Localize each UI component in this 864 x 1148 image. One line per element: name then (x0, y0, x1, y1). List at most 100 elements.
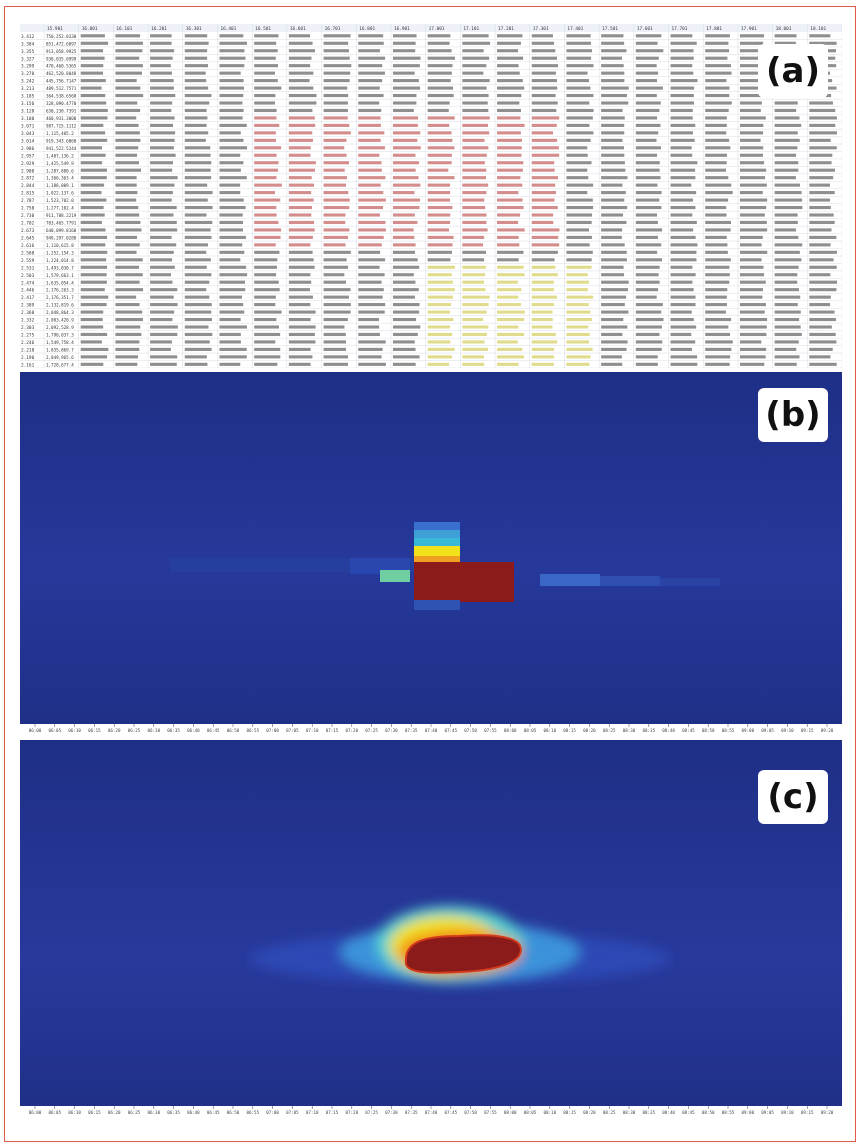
table-cell (705, 79, 727, 83)
table-cell (774, 325, 801, 329)
table-cell (774, 220, 798, 225)
table-cell (739, 273, 765, 277)
x-tick-label: 08:20 (583, 1110, 596, 1115)
table-cell (809, 138, 831, 142)
table-cell (323, 146, 345, 150)
table-cell (774, 146, 798, 150)
x-tick-label: 09:05 (761, 1110, 774, 1115)
table-cell (566, 288, 588, 292)
table-cell (462, 198, 485, 202)
table-cell (358, 161, 382, 165)
table-row-header: 2.503 (21, 273, 35, 279)
x-tick-label: 08:50 (702, 728, 715, 733)
table-cell (601, 250, 627, 254)
table-cell (288, 332, 315, 337)
table-cell (497, 71, 520, 75)
table-cell (774, 123, 802, 127)
table-cell (809, 41, 837, 45)
table-cell (705, 116, 727, 120)
table-cell (392, 108, 414, 113)
table-cell (392, 49, 416, 53)
table-column-header: 18.101 (810, 26, 826, 32)
table-cell (774, 101, 798, 105)
table-cell (566, 93, 594, 98)
table-cell (809, 205, 831, 210)
table-cell (323, 183, 347, 187)
table-cell (254, 131, 276, 135)
table-cell (288, 49, 315, 53)
table-cell (358, 153, 380, 157)
table-cell (566, 205, 594, 210)
table-column-header: 18.001 (776, 26, 792, 32)
table-cell (497, 250, 524, 254)
x-tick-label: 06:10 (68, 728, 81, 733)
heatmap-b: 06:00 06:05 06:10 06:15 06:20 06:25 06:30 06:35… (20, 372, 842, 736)
table-cell (497, 93, 522, 98)
table-cell (323, 198, 350, 202)
table-cell (115, 191, 138, 195)
table-cell (566, 56, 592, 60)
table-cell (531, 273, 558, 277)
table-cell (288, 355, 313, 359)
table-cell (80, 362, 104, 366)
table-cell (635, 258, 663, 262)
table-cell (115, 317, 143, 322)
table-cell (219, 34, 244, 38)
table-cell (219, 116, 243, 120)
table-cell (774, 317, 800, 322)
table-cell (80, 71, 104, 75)
table-cell (219, 332, 241, 337)
table-row-header: 2.588 (21, 250, 35, 256)
table-cell (670, 123, 696, 127)
table-cell (184, 220, 213, 225)
x-tick-label: 08:00 (504, 728, 517, 733)
table-cell (254, 183, 282, 187)
table-cell (150, 362, 177, 366)
table-cell (497, 86, 525, 90)
table-cell (115, 108, 141, 113)
table-cell (219, 228, 243, 232)
table-cell (427, 161, 452, 165)
table-cell (150, 131, 176, 135)
table-cell (323, 34, 351, 38)
table-cell (115, 265, 140, 269)
table-cell (670, 220, 697, 225)
table-cell (635, 273, 659, 277)
table-cell (323, 310, 351, 314)
table-cell (705, 303, 727, 307)
table-cell (497, 273, 525, 277)
table-cell (358, 355, 382, 359)
table-cell (323, 213, 346, 217)
table-cell (254, 250, 280, 254)
table-cell (323, 64, 352, 68)
table-column-header: 16.701 (325, 26, 341, 32)
table-cell (150, 49, 175, 53)
table-cell (115, 295, 137, 299)
table-cell (739, 250, 768, 254)
table-cell (566, 250, 593, 254)
table-cell (566, 146, 588, 150)
table-cell: 2,132,819.6 (46, 303, 74, 308)
table-cell (150, 288, 178, 292)
table-cell (392, 183, 421, 187)
table-cell (739, 146, 764, 150)
table-cell (150, 191, 173, 195)
table-cell (288, 93, 317, 98)
table-cell (462, 176, 486, 180)
table-cell (497, 243, 520, 247)
table-row-header: 2.218 (21, 347, 35, 353)
table-cell (427, 243, 453, 247)
table-cell (705, 161, 727, 165)
table-cell (80, 265, 108, 269)
x-tick-label: 06:25 (128, 1110, 141, 1115)
table-cell (670, 79, 698, 83)
table-cell (497, 310, 525, 314)
table-cell (115, 355, 139, 359)
table-cell (739, 243, 762, 247)
table-cell (254, 243, 276, 247)
table-cell (115, 34, 141, 38)
table-cell (601, 56, 622, 60)
table-cell (219, 347, 247, 351)
table-cell (150, 183, 175, 187)
table-cell (184, 303, 212, 307)
